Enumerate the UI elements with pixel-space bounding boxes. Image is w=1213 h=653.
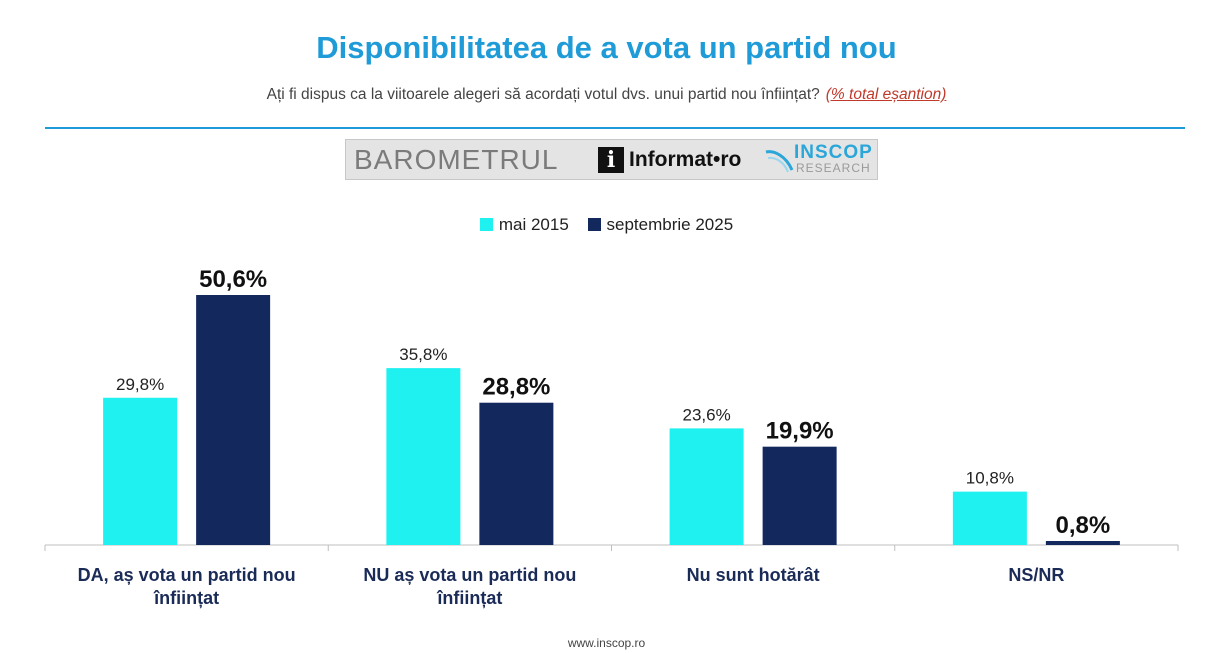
data-label: 50,6%	[199, 266, 267, 293]
chart-title: Disponibilitatea de a vota un partid nou	[316, 30, 897, 65]
bar-septembrie-2025	[196, 295, 271, 545]
chart-subtitle: Ați fi dispus ca la viitoarele alegeri s…	[0, 86, 1213, 104]
legend-item-septembrie-2025: septembrie 2025	[587, 215, 734, 235]
bar-septembrie-2025	[479, 402, 554, 545]
legend-swatch-septembrie-2025	[587, 218, 601, 231]
bar-mai-2015	[669, 428, 744, 545]
data-label: 0,8%	[1056, 512, 1111, 539]
data-label: 23,6%	[683, 405, 731, 424]
footer-url: www.inscop.ro	[567, 636, 646, 650]
legend-label: septembrie 2025	[606, 215, 734, 234]
category-label: NU aș vota un partid nou	[363, 565, 576, 585]
legend-label: mai 2015	[498, 215, 569, 234]
legend-swatch-mai-2015	[479, 218, 493, 231]
category-label: DA, aș vota un partid nou	[78, 565, 296, 585]
data-label: 29,8%	[116, 375, 164, 394]
barometrul-logo: BAROMETRUL	[354, 144, 559, 175]
inscop-logo: INSCOP	[794, 142, 873, 163]
inscop-swoosh-icon	[765, 150, 794, 173]
sample-note: (% total eșantion)	[825, 86, 947, 103]
category-label: înființat	[153, 588, 219, 608]
survey-question: Ați fi dispus ca la viitoarele alegeri s…	[266, 86, 820, 103]
bar-mai-2015	[386, 368, 461, 545]
bar-mai-2015	[952, 491, 1027, 545]
bar-mai-2015	[103, 397, 178, 545]
inscop-research-label: RESEARCH	[796, 161, 871, 175]
chart-legend: mai 2015 septembrie 2025	[0, 215, 1213, 235]
data-label: 28,8%	[482, 374, 550, 401]
bar-septembrie-2025	[1045, 541, 1120, 545]
data-label: 35,8%	[399, 345, 447, 364]
informat-logo: Informat•ro	[629, 148, 742, 171]
sponsor-logo-bar: BAROMETRUL i Informat•ro INSCOP RESEARCH	[345, 139, 878, 180]
data-label: 19,9%	[766, 418, 834, 445]
title-divider	[45, 127, 1185, 129]
legend-item-mai-2015: mai 2015	[479, 215, 569, 235]
informat-info-icon: i	[598, 147, 624, 173]
category-label: Nu sunt hotărât	[687, 565, 820, 585]
bar-septembrie-2025	[762, 446, 837, 545]
data-label: 10,8%	[966, 469, 1014, 488]
category-label: NS/NR	[1008, 565, 1064, 585]
category-label: înființat	[436, 588, 502, 608]
